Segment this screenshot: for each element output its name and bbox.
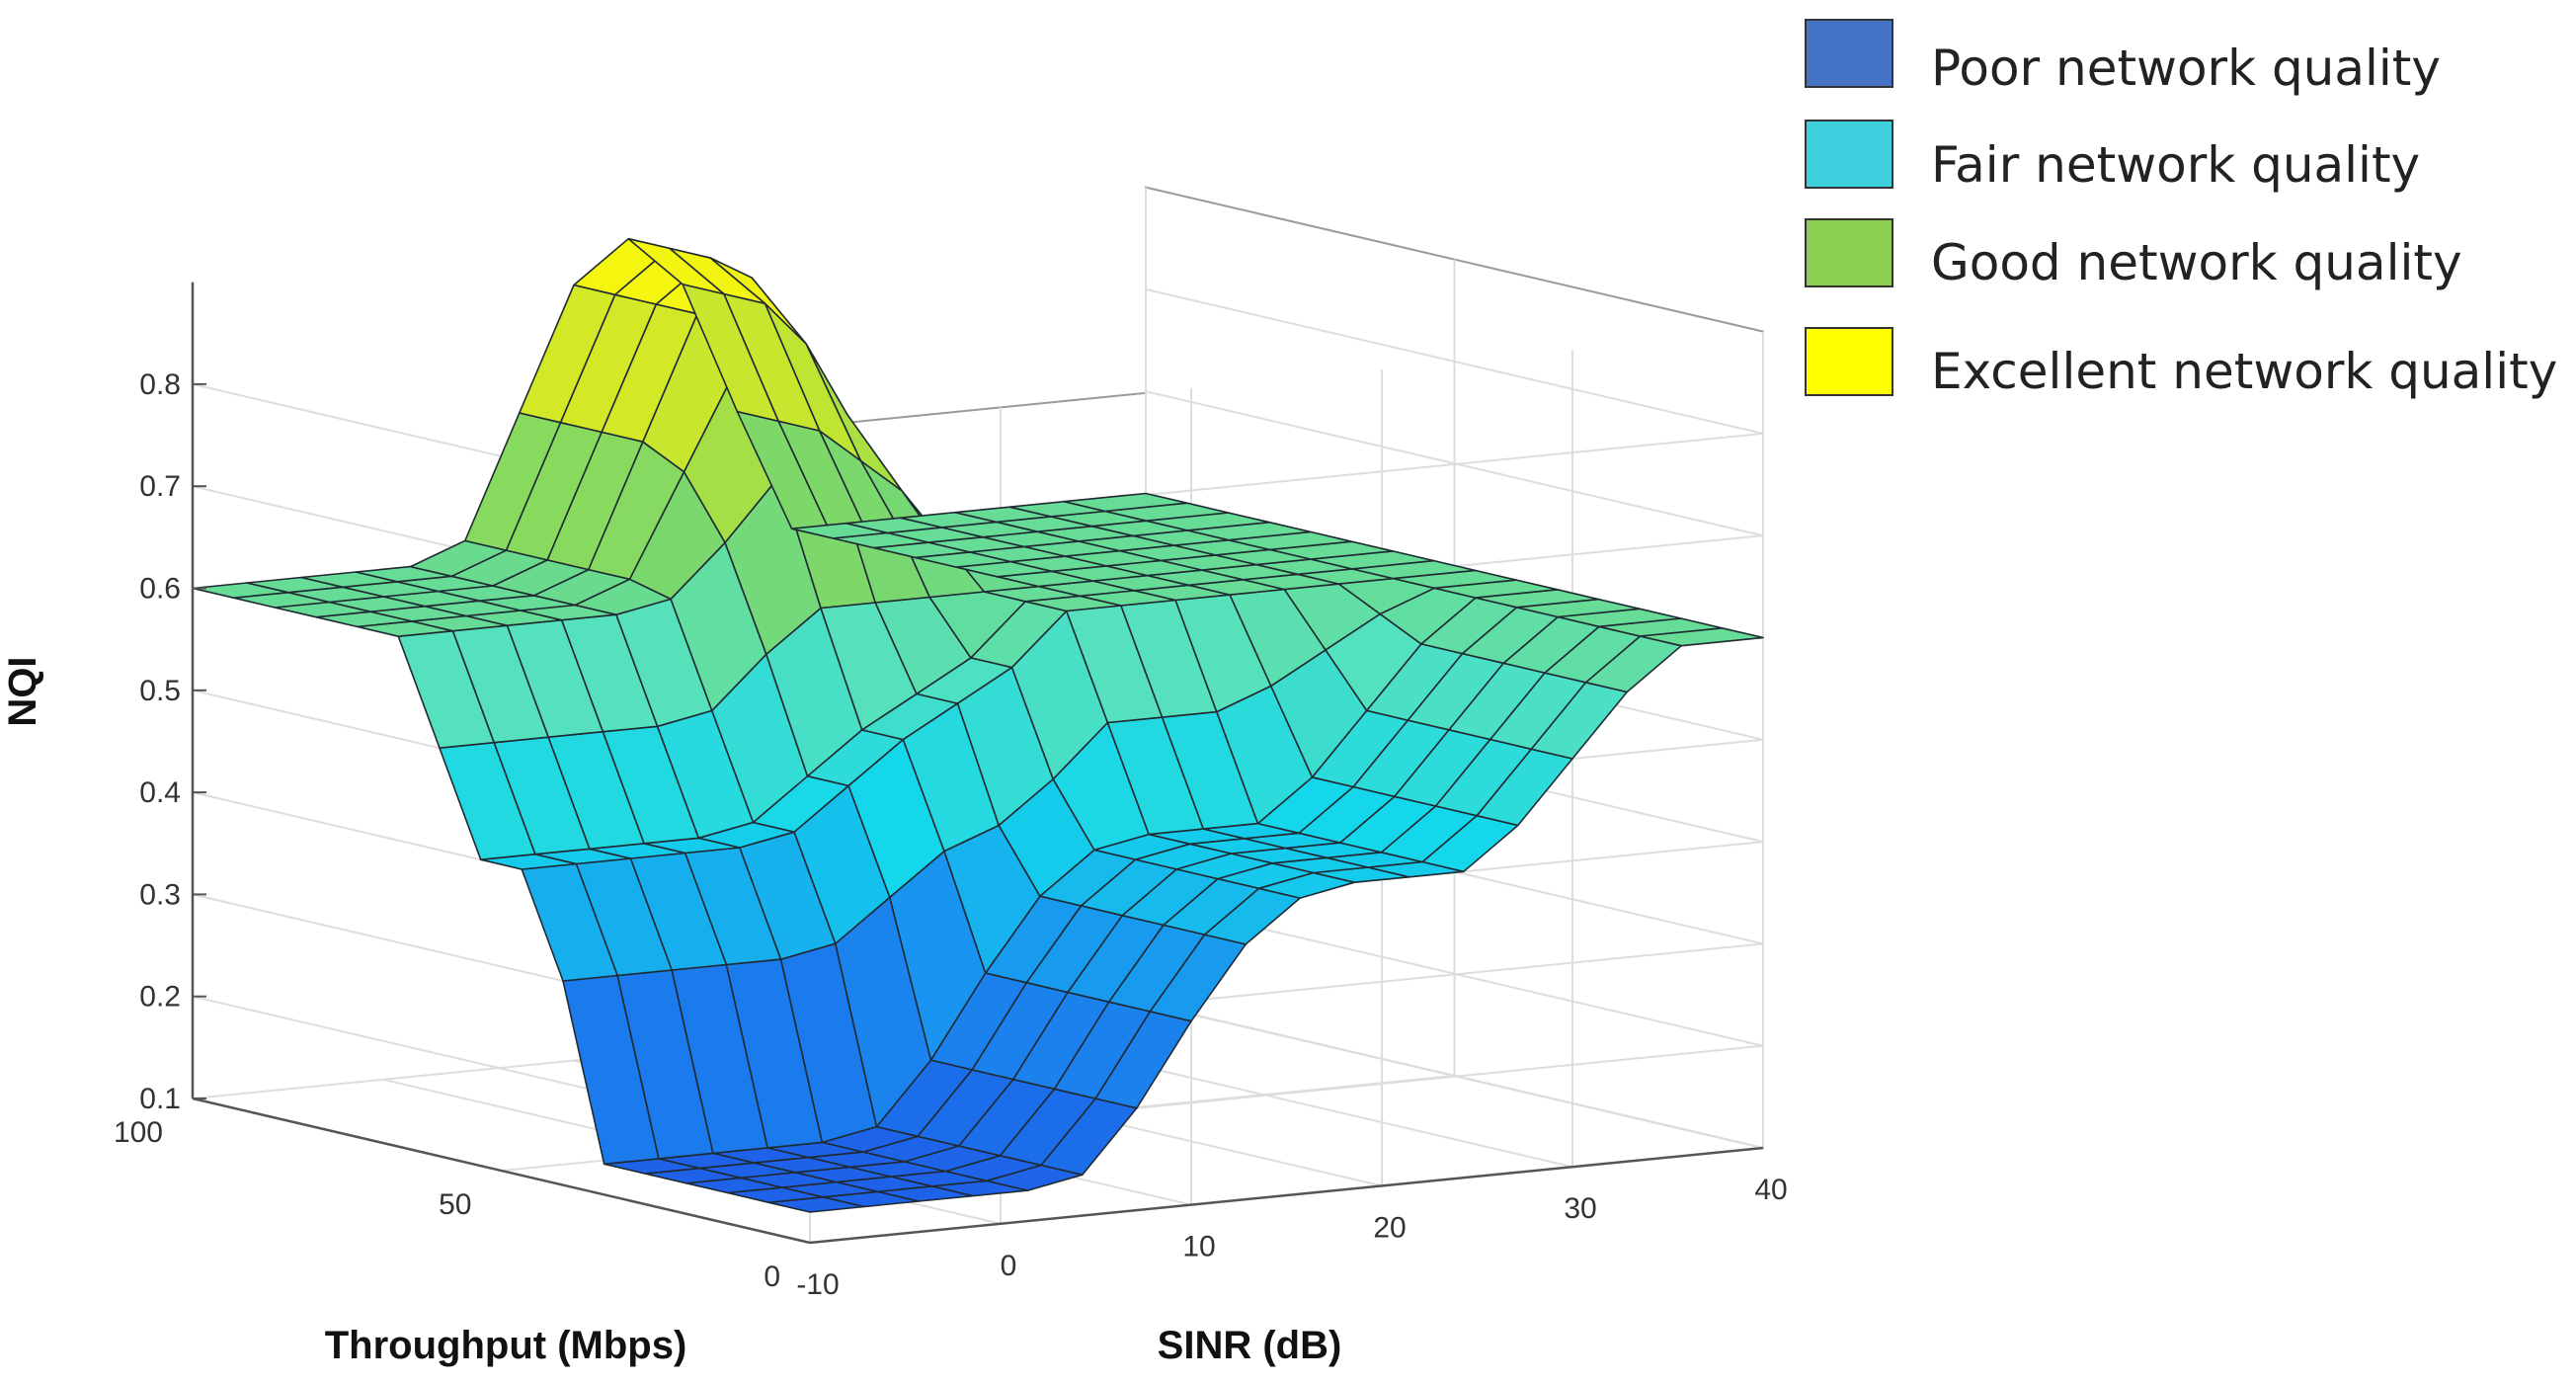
axes-front-edges bbox=[191, 282, 1764, 1245]
z-tick-label: 0.4 bbox=[139, 776, 181, 809]
y-tick-label: 30 bbox=[1564, 1192, 1596, 1225]
legend-label-poor: Poor network quality bbox=[1931, 40, 2441, 97]
legend-swatch-excellent bbox=[1805, 327, 1893, 396]
x-tick-label: 100 bbox=[114, 1116, 163, 1149]
z-tick-label: 0.5 bbox=[139, 675, 181, 707]
legend-swatch-poor bbox=[1805, 19, 1893, 88]
legend-label-excellent: Excellent network quality bbox=[1931, 343, 2557, 400]
legend-swatch-good bbox=[1805, 218, 1893, 287]
legend: Poor network quality Fair network qualit… bbox=[1805, 19, 2557, 400]
surface-mesh bbox=[192, 237, 1764, 1213]
legend-item-fair: Fair network quality bbox=[1805, 120, 2420, 194]
z-tick-label: 0.3 bbox=[139, 878, 181, 911]
z-axis-label: NQI bbox=[1, 656, 44, 726]
z-tick-label: 0.8 bbox=[139, 368, 181, 401]
y-tick-label: 10 bbox=[1182, 1231, 1215, 1263]
z-tick-label: 0.6 bbox=[139, 573, 181, 606]
x-axis-label: Throughput (Mbps) bbox=[325, 1324, 687, 1367]
y-axis-line bbox=[809, 1146, 1764, 1245]
surface-patch bbox=[1063, 492, 1188, 513]
y-tick-label: 40 bbox=[1754, 1174, 1787, 1206]
tick-labels: 0.1 0.2 0.3 0.4 0.5 0.6 0.7 0.8 0 50 100 -10 0 10 20 30… bbox=[114, 368, 1788, 1301]
y-tick-label: -10 bbox=[796, 1268, 839, 1301]
legend-label-fair: Fair network quality bbox=[1931, 136, 2420, 194]
z-tick-label: 0.1 bbox=[139, 1083, 181, 1115]
x-tick-label: 50 bbox=[439, 1188, 471, 1221]
y-tick-label: 20 bbox=[1373, 1211, 1406, 1244]
legend-swatch-fair bbox=[1805, 120, 1893, 189]
legend-item-excellent: Excellent network quality bbox=[1805, 327, 2557, 400]
legend-item-good: Good network quality bbox=[1805, 218, 2462, 291]
legend-item-poor: Poor network quality bbox=[1805, 19, 2441, 97]
x-axis-line bbox=[192, 1097, 811, 1245]
z-tick-label: 0.2 bbox=[139, 981, 181, 1014]
legend-label-good: Good network quality bbox=[1931, 234, 2462, 291]
z-tick-label: 0.7 bbox=[139, 470, 181, 503]
x-tick-label: 0 bbox=[764, 1261, 780, 1293]
y-tick-label: 0 bbox=[1001, 1250, 1017, 1282]
y-axis-label: SINR (dB) bbox=[1158, 1324, 1342, 1367]
